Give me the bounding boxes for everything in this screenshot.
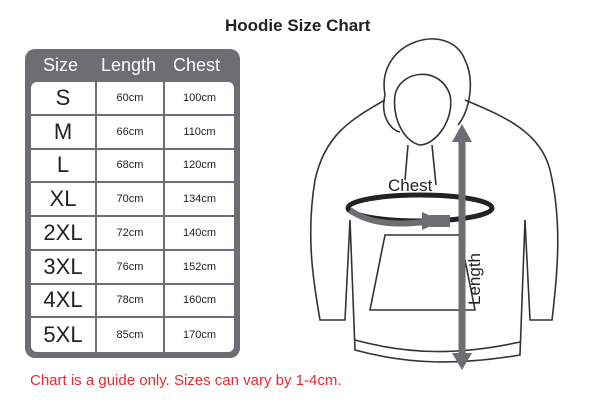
length-cell: 70cm (97, 183, 165, 217)
size-cell: S (31, 82, 97, 116)
size-cell: 3XL (31, 250, 97, 285)
size-cell: 4XL (31, 284, 97, 319)
length-cell: 76cm (97, 250, 165, 285)
size-cell: 2XL (31, 217, 97, 251)
face-opening (393, 73, 452, 146)
chest-cell: 100cm (165, 82, 234, 116)
hoodie-diagram (309, 38, 559, 370)
chart-title: Hoodie Size Chart (225, 16, 371, 35)
chest-cell: 152cm (165, 251, 234, 285)
size-cell: M (31, 115, 97, 150)
size-cell: 5XL (31, 318, 97, 352)
size-cell: XL (31, 183, 97, 217)
header-length: Length (101, 55, 157, 75)
chest-cell: 134cm (165, 183, 234, 217)
chest-cell: 120cm (165, 150, 234, 184)
chest-cell: 140cm (165, 217, 234, 251)
length-cell: 78cm (97, 284, 165, 319)
pocket (369, 234, 476, 311)
chest-cell: 170cm (182, 329, 217, 342)
hood-outline (383, 38, 472, 126)
size-cell: L (31, 149, 97, 184)
length-label: Length (465, 253, 484, 305)
length-cell: 85cm (97, 318, 165, 352)
length-cell: 60cm (97, 82, 165, 116)
header-size: Size (43, 55, 79, 75)
chest-cell: 160cm (165, 285, 234, 319)
disclaimer-note: Chart is a guide only. Sizes can vary by… (30, 372, 342, 389)
chest-label: Chest (388, 176, 433, 195)
header-chest: Chest (173, 55, 221, 75)
size-table: Size Length Chest S 60cm 100cm M 66cm 110cm L 6… (25, 49, 240, 358)
length-cell: 66cm (97, 115, 165, 150)
size-grid: S 60cm 100cm M 66cm 110cm L 68cm 120cm XL 70cm 134c… (31, 82, 234, 352)
arrow-down-icon (452, 353, 472, 370)
length-cell: 68cm (97, 149, 165, 184)
length-cell: 72cm (97, 217, 165, 251)
chest-cell: 110cm (165, 116, 234, 150)
arrow-up-icon (452, 124, 472, 142)
